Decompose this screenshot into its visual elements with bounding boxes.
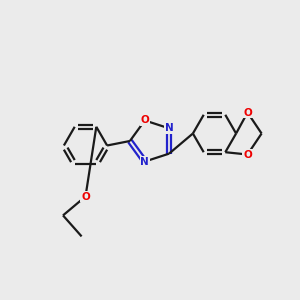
Text: O: O — [243, 107, 252, 118]
Text: N: N — [165, 123, 173, 133]
Text: O: O — [243, 149, 252, 160]
Text: O: O — [81, 191, 90, 202]
Text: O: O — [140, 116, 149, 125]
Text: N: N — [140, 157, 149, 166]
